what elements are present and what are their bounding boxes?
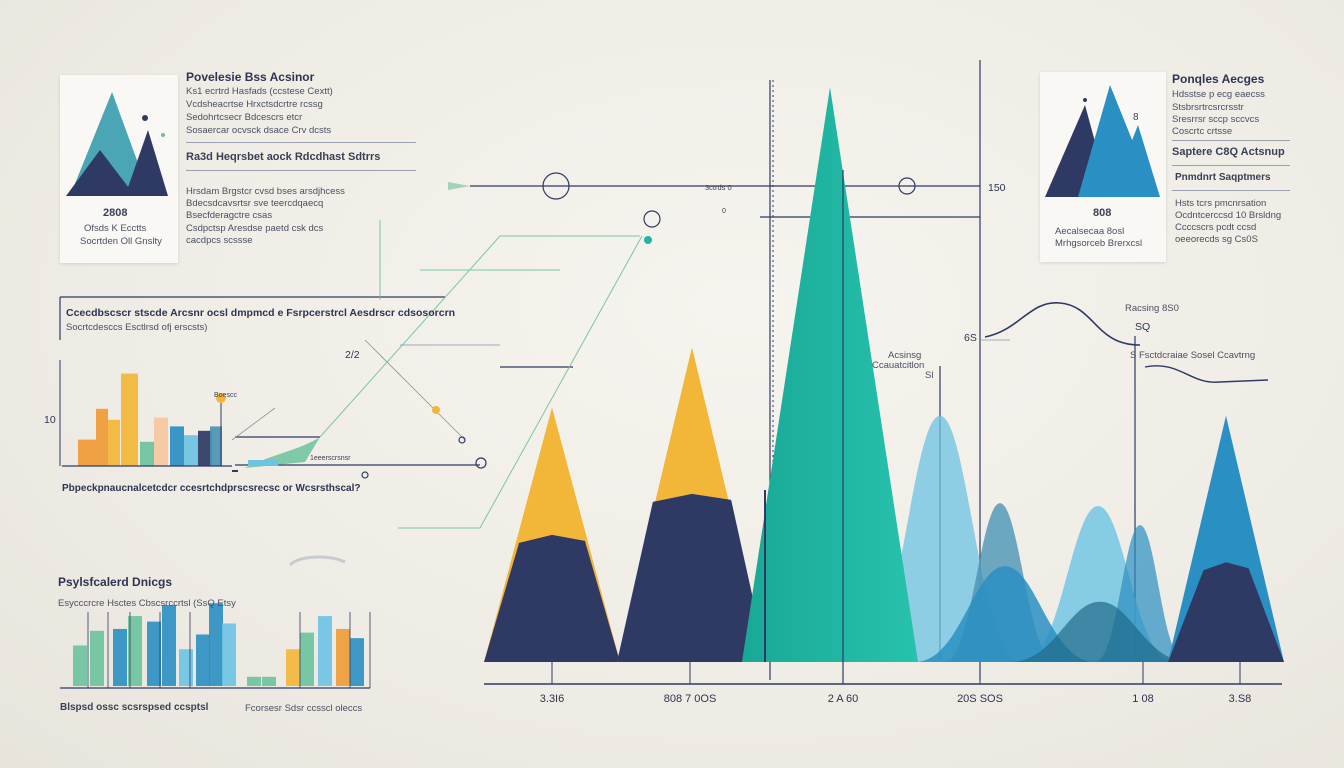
bar: [210, 426, 222, 466]
left-y-tick: 10: [44, 414, 56, 426]
left-thumb-caption-2: Socrtden Oll Gnslty: [80, 236, 162, 247]
left-panel-subtitle: Ra3d Heqrsbet aock Rdcdhast Sdtrrs: [186, 151, 381, 163]
arrow-label: 1eeerscrsnsr: [310, 455, 351, 462]
callout-subtitle: Socrtcdesccs Esctlrsd ofj erscsts): [66, 322, 208, 333]
x-tick-label: 1 08: [1132, 693, 1153, 705]
background-hill: [915, 566, 1095, 662]
bar: [179, 649, 193, 686]
bar: [262, 676, 276, 686]
bar: [162, 605, 176, 686]
right-panel-subline: Ocdntcerccsd 10 Brsldng: [1175, 210, 1282, 221]
right-thumb-caption-1: Aecalsecaa 8osl: [1055, 226, 1125, 237]
left-panel-line: Ks1 ecrtrd Hasfads (ccstese Cextt): [186, 86, 333, 97]
callout-value: 2/2: [345, 349, 360, 361]
bar: [184, 435, 198, 466]
right-panel-subline: Ccccscrs pcdt ccsd: [1175, 222, 1257, 233]
series-note: S Fsctdcraiae Sosel Ccavtrng: [1130, 350, 1256, 361]
right-panel-line: Coscrtc crtsse: [1172, 126, 1233, 137]
bar: [286, 649, 300, 686]
left-panel-subline: Csdpctsp Aresdse paetd csk dcs: [186, 223, 324, 234]
x-tick-label: 808 7 0OS: [664, 693, 717, 705]
bar: [222, 623, 236, 686]
bar: [154, 417, 168, 466]
bar: [96, 408, 108, 466]
node-label: 3ctrds 0: [705, 183, 732, 192]
right-axis-value: 150: [988, 182, 1006, 194]
bar: [113, 628, 127, 686]
bar: [108, 419, 120, 466]
right-panel-line: Sresrrsr sccp sccvcs: [1172, 114, 1260, 125]
bar: [350, 638, 364, 686]
bottom-bar-chart: [73, 603, 371, 688]
peak-label: Acsinsg: [888, 350, 922, 361]
left-thumb-value: 2808: [103, 207, 128, 219]
bar: [147, 621, 161, 686]
left-thumb-caption-1: Ofsds K Ecctts: [84, 223, 147, 234]
left-thumbnail-art: [66, 92, 168, 196]
x-tick-label: 2 A 60: [828, 693, 859, 705]
left-bar-chart: [78, 373, 222, 466]
callout-title: Ccecdbscscr stscde Arcsnr ocsl dmpmcd e …: [66, 307, 456, 319]
bar: [300, 632, 314, 686]
right-panel-subline: Hsts tcrs pmcnrsation: [1175, 198, 1267, 209]
bottom-panel-title: Psylsfcalerd Dnicgs: [58, 575, 173, 589]
bar: [247, 676, 261, 686]
peak-base-5: [1168, 562, 1284, 662]
right-panel-subline: oeeorecds sg Cs0S: [1175, 234, 1258, 245]
callout-caption: Pbpeckpnaucnalcetcdcr ccesrtchdprscsrecs…: [62, 483, 361, 494]
x-tick-label: 3.S8: [1229, 693, 1252, 705]
peak-base-1: [617, 493, 767, 662]
main-peaks: [484, 87, 1284, 684]
right-thumb-value: 808: [1093, 207, 1112, 219]
background-hill: [1010, 601, 1190, 662]
x-tick-label: 20S SOS: [957, 693, 1003, 705]
right-panel-line: Stsbrsrtrcsrcrsstr: [1172, 102, 1244, 113]
bottom-caption-left: Blspsd ossc scsrspsed ccsptsl: [60, 702, 209, 713]
left-panel-subline: cacdpcs scssse: [186, 235, 253, 246]
peak-base-0: [484, 534, 620, 662]
bar: [128, 616, 142, 686]
node-markers: [361, 172, 916, 479]
right-panel-title: Ponqles Aecges: [1172, 72, 1265, 86]
node-label-left: 0: [722, 208, 726, 215]
bar: [170, 426, 184, 466]
main-axis-ticks: 3.3I6 808 7 0OS 2 A 60 20S SOS 1 08 3.S8: [540, 662, 1252, 705]
marker-value: 6S: [964, 332, 977, 344]
bar: [140, 441, 154, 466]
bottom-caption-right: Fcorsesr Sdsr ccsscl oleccs: [245, 703, 363, 714]
bar: [196, 634, 210, 686]
left-panel-subline: Hrsdam Brgstcr cvsd bses arsdjhcess: [186, 186, 345, 197]
peak-label-3: Sl: [925, 370, 934, 381]
bar: [209, 603, 223, 686]
wave-value: SQ: [1135, 321, 1151, 333]
peak-label-2: Ccauatcitlon: [872, 360, 925, 371]
right-panel-line: Hdsstse p ecg eaecss: [1172, 89, 1265, 100]
right-thumbnail-art: [1045, 85, 1160, 197]
bar: [121, 373, 138, 466]
left-panel-line: Vcdsheacrtse Hrxctsdcrtre rcssg: [186, 99, 323, 110]
right-thumb-caption-2: Mrhgsorceb Brerxcsl: [1055, 238, 1143, 249]
left-panel-line: Sosaercar ocvsck dsace Crv dcsts: [186, 125, 332, 136]
x-tick-label: 3.3I6: [540, 693, 564, 705]
left-panel-subline: Bsecfderagctre csas: [186, 210, 273, 221]
icon-label: Boescc: [214, 392, 237, 399]
bar: [73, 645, 87, 686]
right-thumb-digit: 8: [1133, 112, 1139, 123]
bar: [318, 616, 332, 686]
right-panel-subtitle-2: Pnmdnrt Saqptmers: [1175, 172, 1271, 183]
bottom-panel-subtitle: Esycccrcre Hsctes Cbscsrccrtsl (SsQ Etsy: [58, 598, 236, 609]
left-panel-subline: Bdecsdcavsrtsr sve teercdqaecq: [186, 198, 324, 209]
bar: [336, 628, 350, 686]
bar: [78, 439, 96, 466]
left-panel-line: Sedohrtcsecr Bdcescrs etcr: [186, 112, 303, 123]
bar: [198, 430, 212, 466]
peak-2: [742, 87, 918, 662]
left-panel-title: Povelesie Bss Acsinor: [186, 70, 315, 84]
right-panel-subtitle: Saptere C8Q Actsnup: [1172, 146, 1285, 158]
bar: [90, 630, 104, 686]
wave-label: Racsing 8S0: [1125, 303, 1179, 314]
